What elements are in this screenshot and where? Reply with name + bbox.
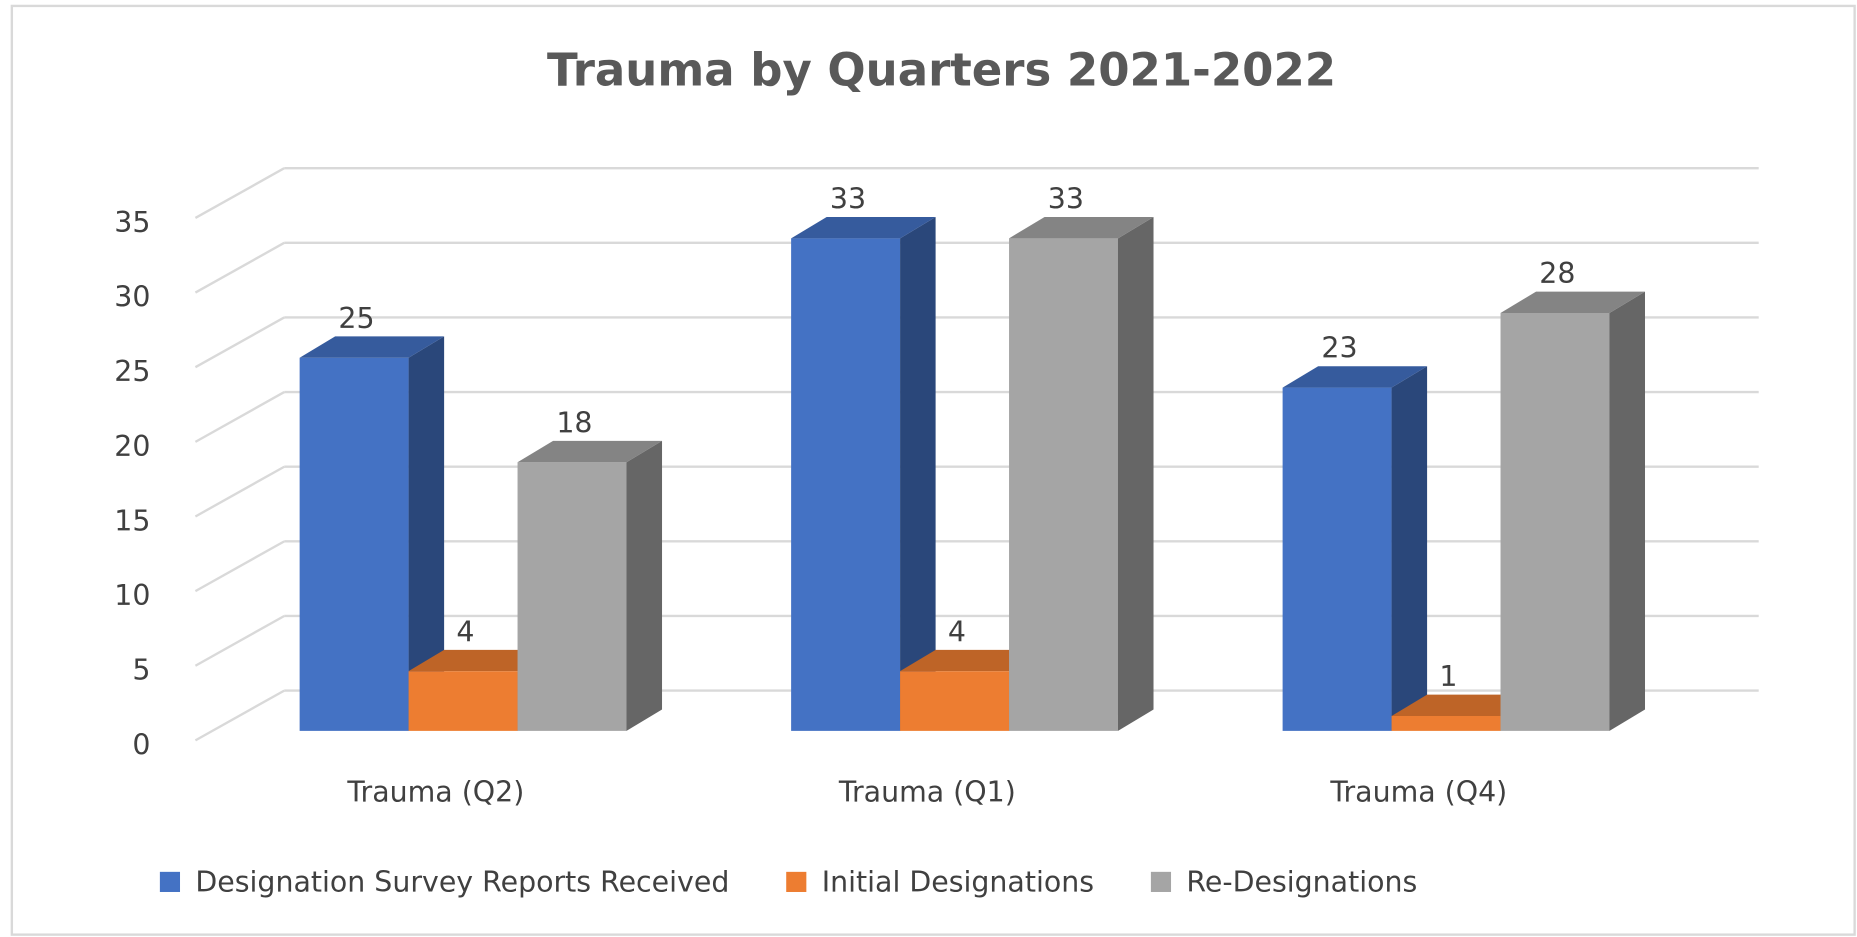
y-tick-label: 30 [114,281,150,314]
bar-front [1009,238,1118,731]
x-tick-label: Trauma (Q2) [346,776,524,809]
bar-front [791,238,901,731]
data-label: 28 [1539,257,1575,290]
data-label: 25 [338,302,374,335]
bar-front [1391,715,1501,731]
bar-top [408,649,554,672]
bar-side [1391,366,1428,731]
bar-top [1500,291,1646,313]
grid-line [194,540,285,593]
data-label: 18 [556,406,592,439]
bar-side [1609,291,1646,731]
grid-line [194,465,285,518]
bar-top [517,440,663,463]
y-tick-label: 5 [132,654,150,687]
x-tick-label: Trauma (Q1) [838,776,1016,809]
data-label: 4 [456,615,474,648]
y-tick-label: 0 [132,728,150,761]
bar-top [1009,217,1154,239]
grid-line [194,689,285,742]
legend-label: Designation Survey Reports Received [195,866,729,899]
data-label: 23 [1321,332,1357,365]
y-tick-label: 10 [114,579,150,612]
grid-line [194,614,285,667]
data-label: 1 [1439,660,1457,693]
legend-swatch [786,871,807,892]
bar-top [1391,694,1537,716]
bar-top [900,649,1045,672]
y-tick-label: 15 [114,504,150,537]
legend-label: Initial Designations [822,866,1094,899]
grid-line [194,316,285,369]
bar-front [900,671,1010,731]
bar-top [791,217,936,239]
bar-front [1282,387,1392,731]
bar-top [1282,366,1428,388]
chart-title: Trauma by Quarters 2021-2022 [547,43,1336,96]
y-tick-label: 35 [114,206,150,239]
y-tick-label: 25 [114,355,150,388]
legend-swatch [159,871,181,892]
data-label: 33 [830,182,866,215]
bar-side [1117,217,1154,731]
bar-front [408,671,518,731]
bar-top [299,336,445,358]
legend-swatch [1150,871,1172,892]
bar-front [1500,312,1610,731]
grid-line [194,391,285,443]
bar-front [517,462,627,731]
bar-front [299,357,409,731]
y-tick-label: 20 [114,430,150,463]
legend-label: Re-Designations [1186,866,1417,899]
bar-side [626,440,663,731]
bar-side [408,336,445,731]
x-tick-label: Trauma (Q4) [1329,776,1507,809]
data-label: 4 [948,615,966,648]
grid-line [194,241,285,294]
grid-line [194,167,285,219]
data-label: 33 [1048,182,1084,215]
bar-side [900,217,936,731]
